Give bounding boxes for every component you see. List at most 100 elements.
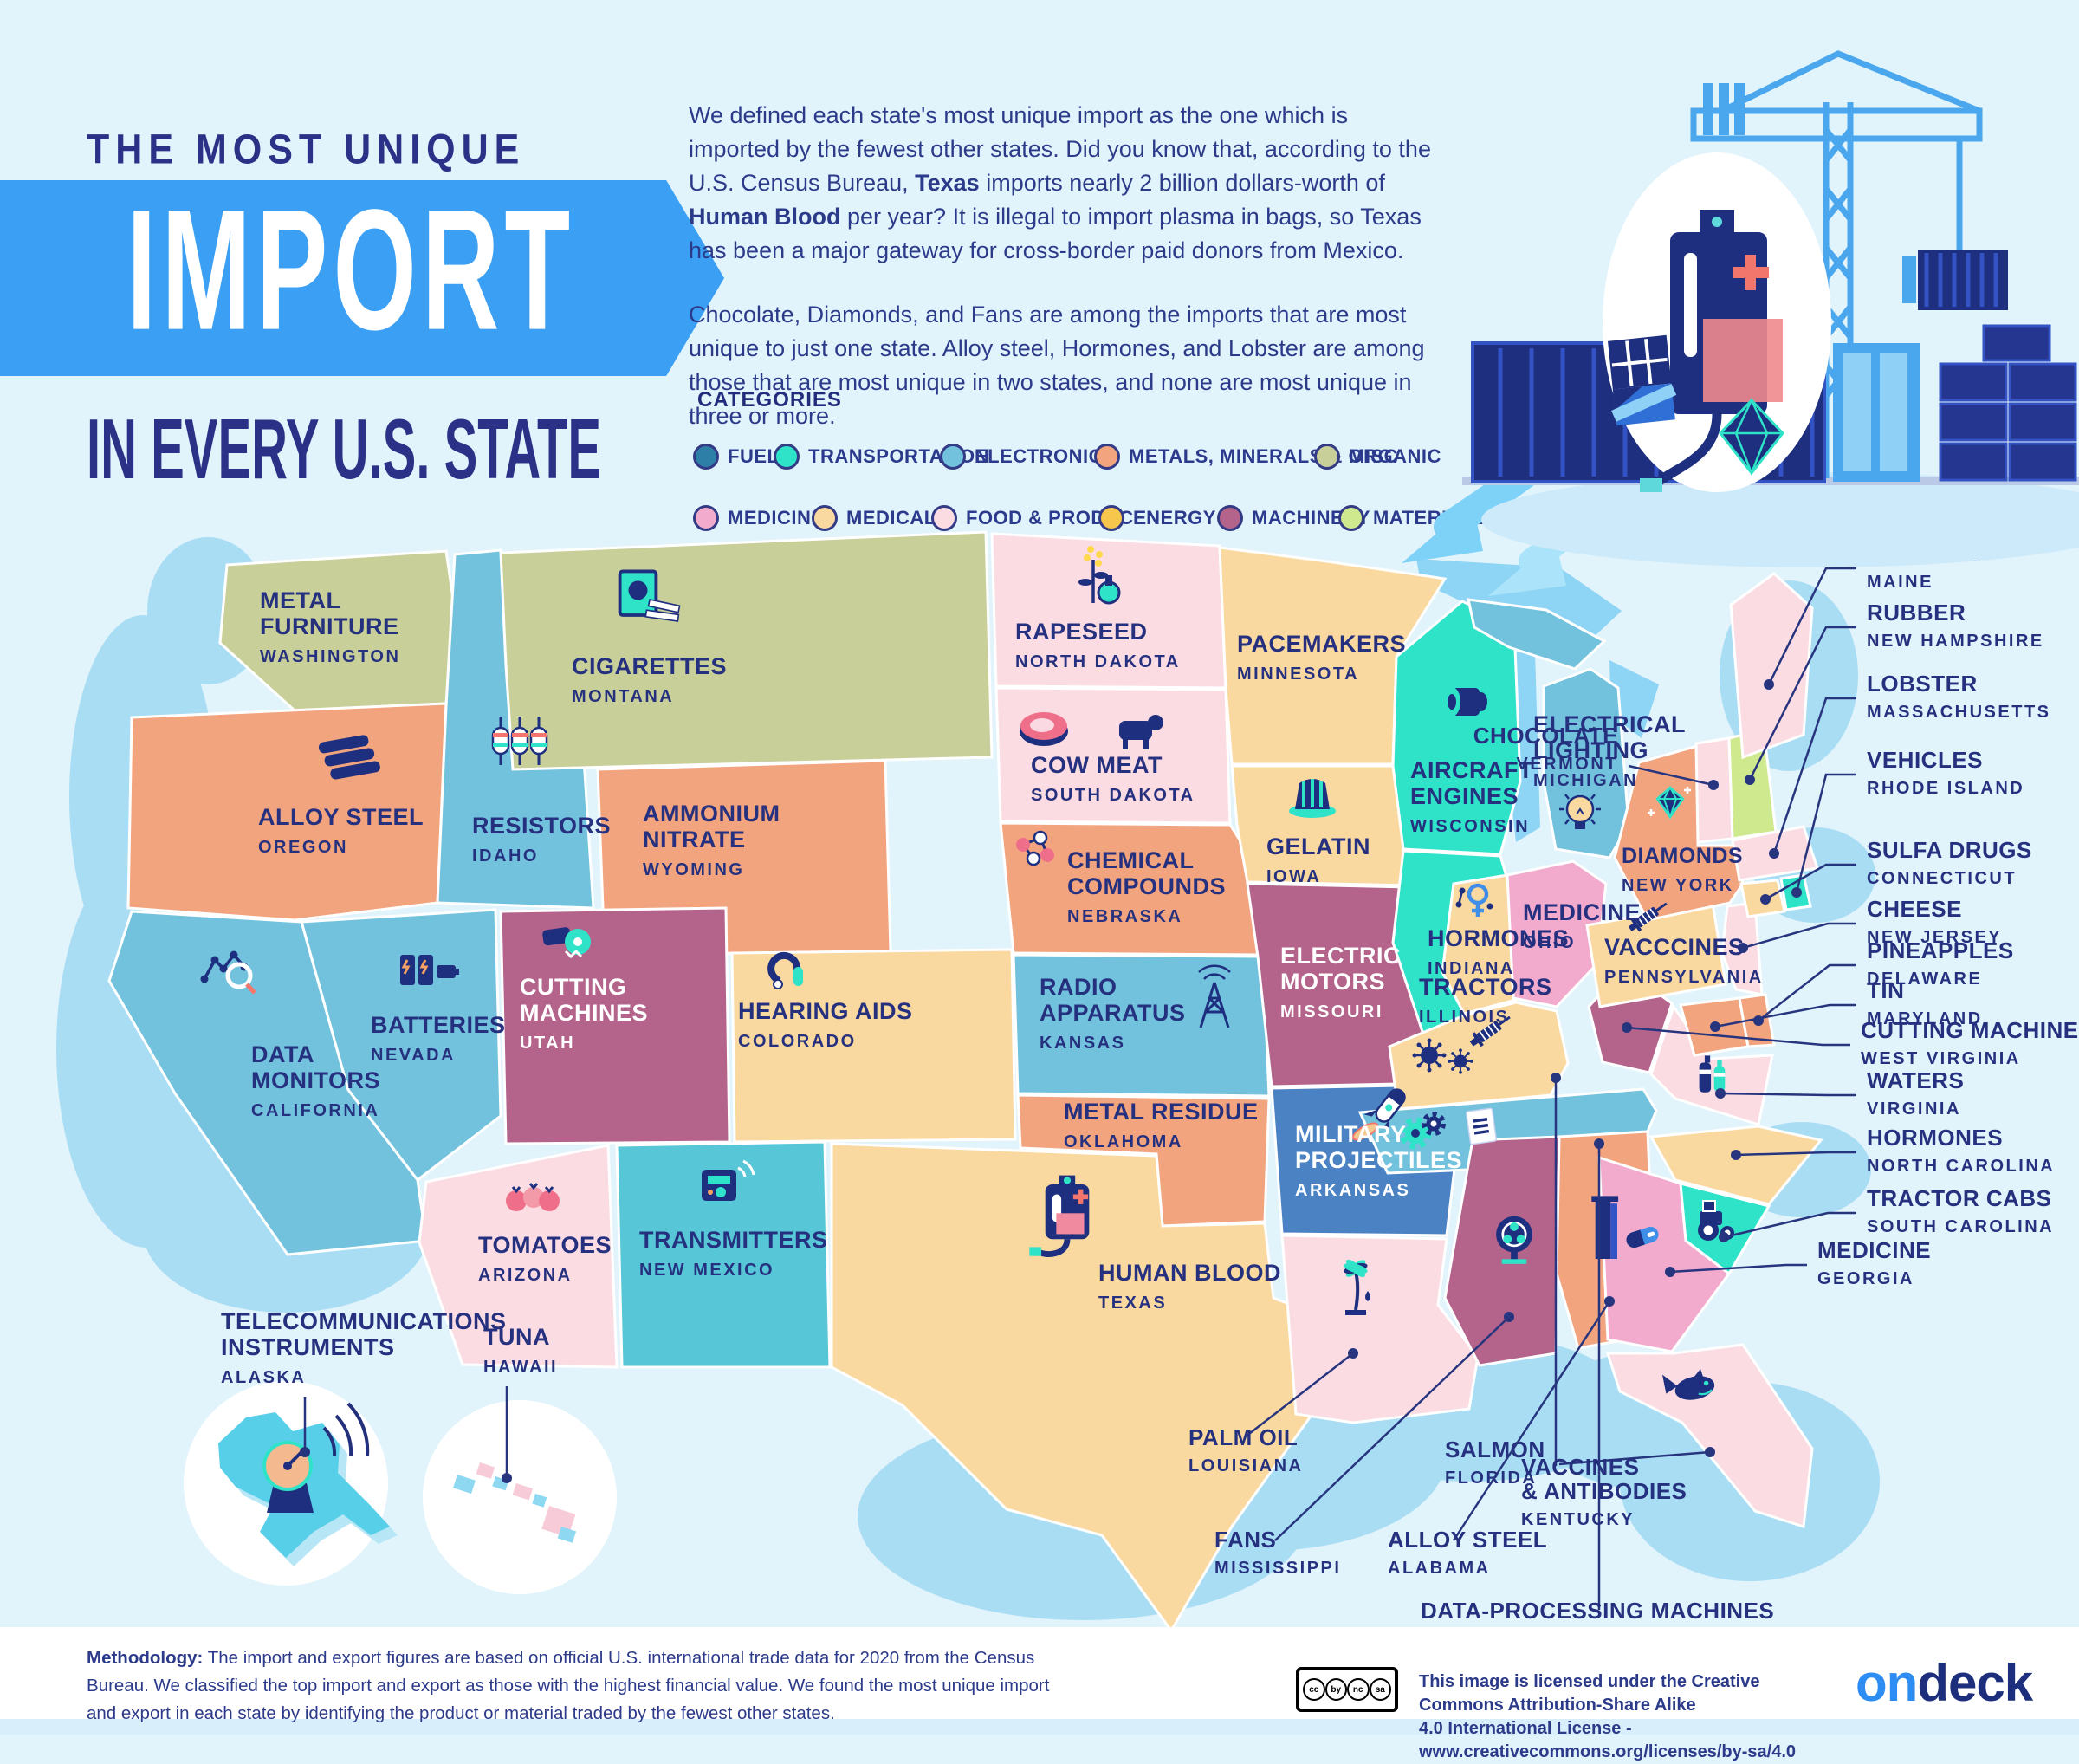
import-name: CHOCOLATE bbox=[1473, 723, 1618, 749]
callout-dot bbox=[1710, 1021, 1720, 1032]
doc-icon bbox=[1466, 1107, 1497, 1145]
crane-counterweights bbox=[1703, 83, 1745, 135]
state-label-idaho: RESISTORS IDAHO bbox=[472, 813, 611, 866]
syringe-icon bbox=[1628, 902, 1668, 932]
callout-line bbox=[1735, 1151, 1856, 1157]
import-name: CIGARETTES bbox=[572, 653, 727, 679]
callout-delaware: PINEAPPLES DELAWARE bbox=[1753, 937, 2013, 1026]
import-name: FANS bbox=[1214, 1527, 1276, 1553]
callout-north-carolina: HORMONES NORTH CAROLINA bbox=[1731, 1125, 2053, 1176]
title-kicker: THE MOST UNIQUE bbox=[87, 126, 526, 173]
category-dot bbox=[774, 444, 800, 470]
state-hawaii bbox=[476, 1462, 495, 1479]
state-name: WYOMING bbox=[643, 860, 745, 879]
callout-louisiana: PALM OIL LOUISIANA bbox=[1188, 1348, 1358, 1475]
state-name: NEVADA bbox=[371, 1046, 456, 1065]
import-name: TUNA bbox=[483, 1324, 550, 1350]
import-name: RADIO bbox=[1040, 974, 1117, 1000]
import-name: MILITARY bbox=[1295, 1121, 1406, 1147]
category-label: MEDICINE bbox=[728, 507, 825, 529]
legend-item-energy: ENERGY bbox=[1098, 505, 1216, 531]
hearingaid-icon bbox=[767, 951, 803, 989]
chart-icon bbox=[200, 950, 256, 995]
import-name: SALMON bbox=[1445, 1436, 1545, 1462]
callout-line bbox=[1758, 963, 1856, 1021]
diamond-icon bbox=[1719, 398, 1784, 477]
port-illustration bbox=[1462, 50, 2079, 567]
category-dot bbox=[812, 505, 838, 531]
state-name: CALIFORNIA bbox=[251, 1101, 379, 1120]
callout-dot bbox=[1348, 1348, 1358, 1359]
callout-dot bbox=[1705, 1447, 1715, 1457]
state-name: ALASKA bbox=[221, 1368, 306, 1387]
state-name: IDAHO bbox=[472, 846, 539, 866]
import-name: DATA bbox=[251, 1041, 314, 1067]
chocolate-bar-icon bbox=[1608, 334, 1677, 426]
syringe-icon bbox=[1469, 1015, 1511, 1047]
state-hawaii bbox=[512, 1483, 534, 1501]
state-montana bbox=[499, 530, 994, 771]
import-name: ENGINES bbox=[1410, 783, 1519, 809]
jelly-icon bbox=[1289, 779, 1336, 818]
import-name: ALLOY STEEL bbox=[258, 804, 424, 830]
callout-dot bbox=[1604, 1296, 1615, 1307]
import-name: RAPESEED bbox=[1015, 619, 1148, 645]
callout-new-jersey: CHEESE NEW JERSEY bbox=[1738, 896, 2000, 953]
import-name: MACHINES bbox=[520, 1000, 648, 1026]
import-name: METAL bbox=[260, 587, 340, 613]
pipes-icon bbox=[318, 735, 380, 780]
legend-item-medicine: MEDICINE bbox=[693, 505, 825, 531]
state-name: OKLAHOMA bbox=[1064, 1132, 1183, 1151]
callout-west-virginia: CUTTING MACHINES WEST VIRGINIA bbox=[1622, 1017, 2079, 1068]
state-label-iowa: GELATIN IOWA bbox=[1266, 833, 1370, 886]
state-mississippi bbox=[1443, 1135, 1561, 1367]
title-word: IMPORT bbox=[126, 175, 576, 366]
import-name: TOMATOES bbox=[478, 1232, 612, 1258]
bulb-icon bbox=[1559, 794, 1601, 829]
state-name: ALABAMA bbox=[1388, 1559, 1491, 1578]
cc-sa-icon: sa bbox=[1369, 1678, 1391, 1701]
state-name: MONTANA bbox=[572, 687, 674, 706]
category-label: METALS, MINERALS & ORGANIC bbox=[1129, 445, 1441, 467]
state-label-new-york: DIAMONDS NEW YORK bbox=[1622, 844, 1743, 895]
state-name: SOUTH CAROLINA bbox=[1867, 1217, 2054, 1236]
state-name: UTAH bbox=[520, 1034, 575, 1053]
cow-icon bbox=[1119, 715, 1163, 749]
import-name: HUMAN BLOOD bbox=[1098, 1260, 1281, 1286]
callout-line bbox=[1626, 1026, 1850, 1047]
import-name: TRACTOR CABS bbox=[1867, 1185, 2052, 1211]
state-label-south-dakota: COW MEAT SOUTH DAKOTA bbox=[1031, 752, 1193, 805]
state-name: DELAWARE bbox=[1867, 970, 1982, 989]
import-name: HEARING AIDS bbox=[738, 998, 913, 1024]
state-name: ARKANSAS bbox=[1295, 1181, 1410, 1200]
hawaii-inset: TUNA HAWAII bbox=[423, 1324, 617, 1594]
callout-line bbox=[1245, 1352, 1354, 1437]
state-vermont bbox=[1694, 736, 1734, 844]
callout-rhode-island: VEHICLES RHODE ISLAND bbox=[1791, 747, 2023, 898]
callout-dot bbox=[1731, 1150, 1741, 1160]
tomato-icon bbox=[506, 1183, 560, 1211]
diamond-icon bbox=[1648, 785, 1691, 820]
callout-dot bbox=[1708, 780, 1719, 790]
import-name: AIRCRAFT bbox=[1410, 757, 1533, 783]
import-name: BATTERIES bbox=[371, 1012, 506, 1038]
water-swoosh bbox=[1481, 472, 2079, 567]
import-name: & ANTIBODIES bbox=[1521, 1478, 1687, 1504]
state-label-ohio: MEDICINE OHIO bbox=[1523, 899, 1641, 952]
callout-new-hampshire: RUBBER NEW HAMPSHIRE bbox=[1745, 600, 2042, 785]
state-name: NORTH DAKOTA bbox=[1015, 652, 1181, 671]
category-dot bbox=[1098, 505, 1124, 531]
category-dot bbox=[940, 444, 966, 470]
methodology-text: Methodology: The import and export figur… bbox=[87, 1648, 1050, 1723]
callout-line bbox=[1772, 697, 1856, 854]
callout-alabama: ALLOY STEEL ALABAMA bbox=[1388, 1296, 1615, 1578]
import-name: MONITORS bbox=[251, 1067, 380, 1093]
category-dot bbox=[931, 505, 957, 531]
gears-icon bbox=[1399, 1112, 1446, 1150]
state-name: MARYLAND bbox=[1867, 1009, 1983, 1028]
callout-dot bbox=[1764, 679, 1774, 690]
female-icon bbox=[1455, 883, 1493, 917]
